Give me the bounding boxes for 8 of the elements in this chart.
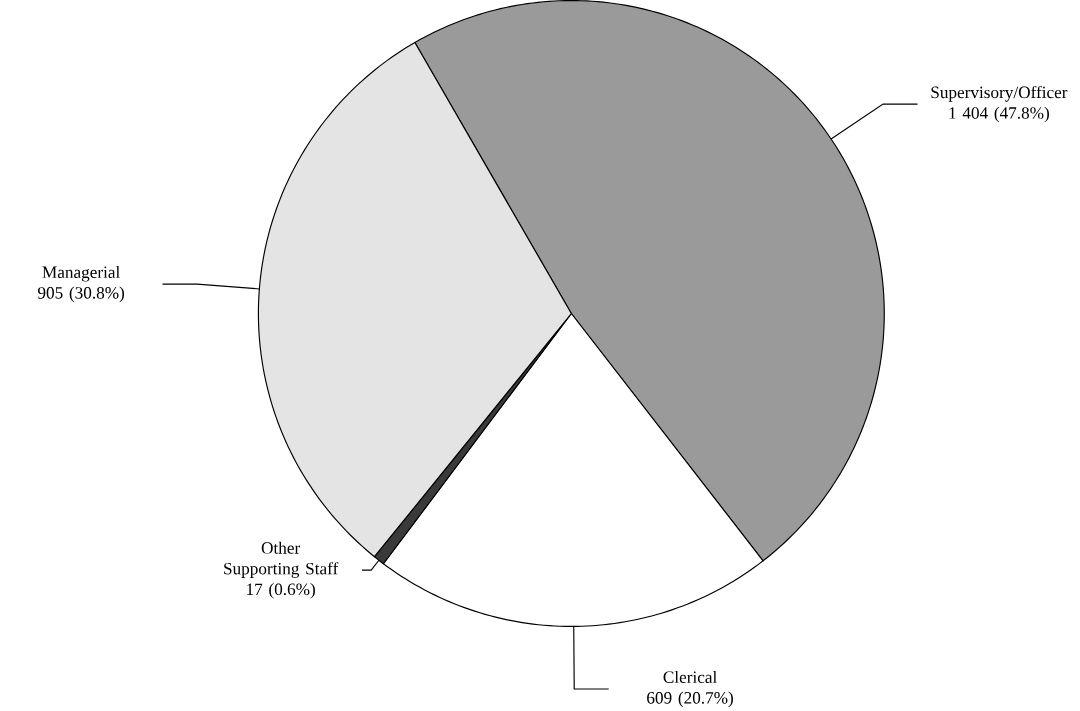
slice-label: Supervisory/Officer [931,86,1068,102]
slice-label: Clerical [663,671,717,684]
data-label: 609 (20.7%) [647,691,733,708]
data-label: 1 404 (47.8%) [949,106,1049,123]
data-label: 905 (30.8%) [37,286,125,303]
legend-label: Other Supporting Staff [224,541,339,579]
data-label: 17 (0.6%) [247,583,315,599]
slice-label: Managerial [42,266,120,282]
